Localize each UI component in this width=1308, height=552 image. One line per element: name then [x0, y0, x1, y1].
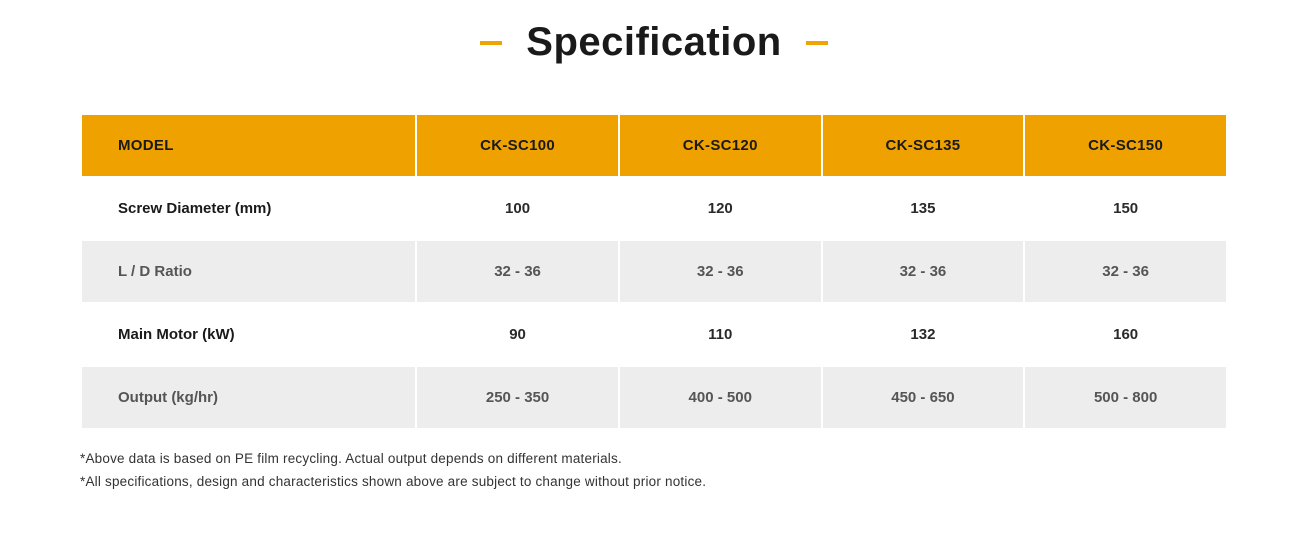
specification-section: Specification MODEL CK-SC100 CK-SC120 CK…: [0, 0, 1308, 494]
cell: 160: [1025, 304, 1226, 365]
title-row: Specification: [80, 20, 1228, 65]
row-label: Output (kg/hr): [82, 367, 415, 428]
col-header: CK-SC100: [417, 115, 618, 176]
col-header: CK-SC135: [823, 115, 1024, 176]
footnotes: *Above data is based on PE film recyclin…: [80, 448, 1228, 494]
row-label: Main Motor (kW): [82, 304, 415, 365]
col-header: CK-SC120: [620, 115, 821, 176]
table-header-row: MODEL CK-SC100 CK-SC120 CK-SC135 CK-SC15…: [82, 115, 1226, 176]
table-row: L / D Ratio 32 - 36 32 - 36 32 - 36 32 -…: [82, 241, 1226, 302]
cell: 32 - 36: [823, 241, 1024, 302]
page-title: Specification: [526, 20, 781, 65]
cell: 100: [417, 178, 618, 239]
dash-icon: [806, 41, 828, 45]
cell: 150: [1025, 178, 1226, 239]
table-row: Output (kg/hr) 250 - 350 400 - 500 450 -…: [82, 367, 1226, 428]
cell: 132: [823, 304, 1024, 365]
cell: 500 - 800: [1025, 367, 1226, 428]
footnote: *All specifications, design and characte…: [80, 471, 1228, 494]
dash-icon: [480, 41, 502, 45]
cell: 32 - 36: [417, 241, 618, 302]
cell: 90: [417, 304, 618, 365]
cell: 110: [620, 304, 821, 365]
cell: 135: [823, 178, 1024, 239]
col-header: CK-SC150: [1025, 115, 1226, 176]
table-row: Screw Diameter (mm) 100 120 135 150: [82, 178, 1226, 239]
col-header-model: MODEL: [82, 115, 415, 176]
row-label: Screw Diameter (mm): [82, 178, 415, 239]
cell: 120: [620, 178, 821, 239]
cell: 450 - 650: [823, 367, 1024, 428]
cell: 400 - 500: [620, 367, 821, 428]
table-row: Main Motor (kW) 90 110 132 160: [82, 304, 1226, 365]
cell: 32 - 36: [1025, 241, 1226, 302]
cell: 32 - 36: [620, 241, 821, 302]
row-label: L / D Ratio: [82, 241, 415, 302]
spec-table: MODEL CK-SC100 CK-SC120 CK-SC135 CK-SC15…: [80, 113, 1228, 430]
footnote: *Above data is based on PE film recyclin…: [80, 448, 1228, 471]
cell: 250 - 350: [417, 367, 618, 428]
